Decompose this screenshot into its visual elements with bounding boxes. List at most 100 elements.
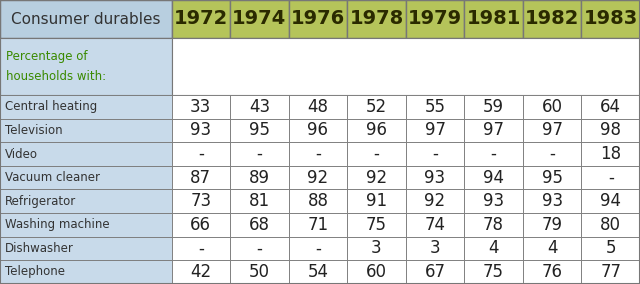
Text: Washing machine: Washing machine xyxy=(5,218,109,231)
Text: 3: 3 xyxy=(429,239,440,257)
Text: -: - xyxy=(491,145,497,163)
Bar xyxy=(523,166,582,189)
Text: 93: 93 xyxy=(190,121,211,139)
Bar xyxy=(289,95,347,119)
Text: Video: Video xyxy=(5,147,38,160)
Bar xyxy=(523,0,582,38)
Bar xyxy=(465,237,523,260)
Bar xyxy=(289,213,347,237)
Text: -: - xyxy=(315,239,321,257)
Bar xyxy=(230,237,289,260)
Text: 79: 79 xyxy=(541,216,563,234)
Text: Refrigerator: Refrigerator xyxy=(5,195,76,208)
Bar xyxy=(465,119,523,142)
Bar xyxy=(0,142,172,166)
Bar xyxy=(465,166,523,189)
Text: 60: 60 xyxy=(366,263,387,281)
Bar xyxy=(406,213,465,237)
Text: 54: 54 xyxy=(307,263,328,281)
Text: 94: 94 xyxy=(483,169,504,187)
Text: 50: 50 xyxy=(249,263,270,281)
Bar xyxy=(0,189,172,213)
Bar xyxy=(289,119,347,142)
Bar xyxy=(289,237,347,260)
Text: Central heating: Central heating xyxy=(5,100,97,113)
Bar xyxy=(289,260,347,284)
Text: -: - xyxy=(374,145,380,163)
Text: 60: 60 xyxy=(541,98,563,116)
Bar xyxy=(348,213,406,237)
Text: -: - xyxy=(549,145,555,163)
Text: 48: 48 xyxy=(307,98,328,116)
Bar xyxy=(465,142,523,166)
Bar xyxy=(230,260,289,284)
Text: 96: 96 xyxy=(366,121,387,139)
Text: 74: 74 xyxy=(424,216,445,234)
Text: 93: 93 xyxy=(483,192,504,210)
Bar xyxy=(348,237,406,260)
Bar xyxy=(172,166,230,189)
Bar xyxy=(406,237,465,260)
Text: 95: 95 xyxy=(249,121,270,139)
Bar xyxy=(348,119,406,142)
Bar xyxy=(582,213,640,237)
Bar xyxy=(348,166,406,189)
Text: 95: 95 xyxy=(541,169,563,187)
Bar xyxy=(465,0,523,38)
Bar xyxy=(172,142,230,166)
Text: 68: 68 xyxy=(249,216,270,234)
Bar xyxy=(406,0,465,38)
Bar xyxy=(0,166,172,189)
Bar xyxy=(289,142,347,166)
Bar xyxy=(172,213,230,237)
Bar xyxy=(582,260,640,284)
Bar xyxy=(0,95,172,119)
Bar xyxy=(172,95,230,119)
Bar xyxy=(582,166,640,189)
Text: 92: 92 xyxy=(307,169,328,187)
Bar xyxy=(230,0,289,38)
Bar xyxy=(465,213,523,237)
Bar xyxy=(289,166,347,189)
Bar xyxy=(172,260,230,284)
Text: 96: 96 xyxy=(307,121,328,139)
Bar xyxy=(406,166,465,189)
Text: -: - xyxy=(198,145,204,163)
Bar xyxy=(406,119,465,142)
Bar xyxy=(582,95,640,119)
Bar xyxy=(172,119,230,142)
Text: 97: 97 xyxy=(541,121,563,139)
Text: 97: 97 xyxy=(424,121,445,139)
Text: 1979: 1979 xyxy=(408,9,462,28)
Text: -: - xyxy=(257,145,262,163)
Bar xyxy=(289,189,347,213)
Bar xyxy=(230,213,289,237)
Text: 1983: 1983 xyxy=(584,9,638,28)
Text: 89: 89 xyxy=(249,169,270,187)
Text: 66: 66 xyxy=(190,216,211,234)
Bar xyxy=(0,213,172,237)
Text: households with:: households with: xyxy=(6,70,106,83)
Text: 97: 97 xyxy=(483,121,504,139)
Bar xyxy=(0,119,172,142)
Bar xyxy=(406,95,465,119)
Bar xyxy=(172,189,230,213)
Text: 93: 93 xyxy=(424,169,445,187)
Text: Consumer durables: Consumer durables xyxy=(11,11,161,26)
Bar xyxy=(348,189,406,213)
Bar xyxy=(406,260,465,284)
Bar xyxy=(230,142,289,166)
Bar xyxy=(406,142,465,166)
Bar xyxy=(0,260,172,284)
Bar xyxy=(348,95,406,119)
Bar xyxy=(230,119,289,142)
Bar xyxy=(582,189,640,213)
Text: 4: 4 xyxy=(547,239,557,257)
Text: 75: 75 xyxy=(366,216,387,234)
Text: 88: 88 xyxy=(307,192,328,210)
Bar xyxy=(465,95,523,119)
Text: 94: 94 xyxy=(600,192,621,210)
Bar xyxy=(582,0,640,38)
Bar xyxy=(523,237,582,260)
Bar xyxy=(348,142,406,166)
